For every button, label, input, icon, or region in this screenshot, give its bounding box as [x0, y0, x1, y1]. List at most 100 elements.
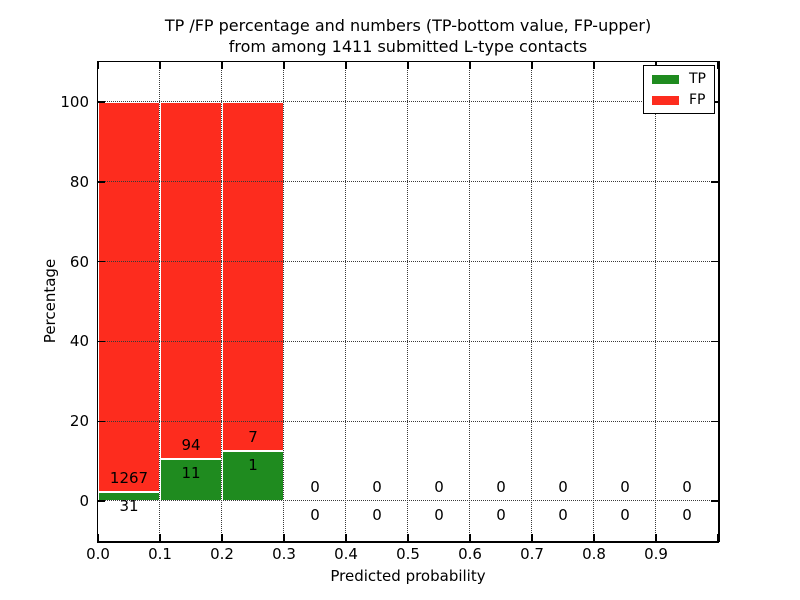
- fp-bar-segment: [160, 101, 222, 460]
- legend-label: TP: [689, 71, 706, 87]
- tp-bar-segment: [160, 459, 222, 502]
- fp-count-label: 0: [558, 478, 568, 497]
- fp-count-label: 0: [372, 478, 382, 497]
- legend-row-fp: FP: [652, 93, 706, 107]
- y-tick-right: [711, 260, 718, 263]
- right-spine: [718, 61, 720, 542]
- left-spine: [96, 61, 98, 542]
- tp-count-label: 0: [310, 506, 320, 525]
- tp-count-label: 1: [248, 456, 258, 475]
- x-tick-top: [345, 62, 347, 69]
- y-tick-label: 80: [69, 172, 89, 191]
- fp-count-label: 0: [434, 478, 444, 497]
- x-tick-label: 0.6: [458, 545, 482, 563]
- fp-count-label: 0: [496, 478, 506, 497]
- y-tick-label: 20: [69, 412, 89, 431]
- legend-row-tp: TP: [652, 72, 706, 86]
- x-tick-bottom: [531, 534, 533, 541]
- legend: TP FP: [643, 65, 715, 114]
- tp-legend-swatch: [652, 74, 679, 84]
- tp-count-label: 0: [434, 506, 444, 525]
- y-tick-label: 0: [79, 492, 89, 511]
- gridline-x-0.7: [531, 62, 533, 541]
- gridline-x-0.6: [469, 62, 471, 541]
- tp-count-label: 11: [181, 464, 201, 483]
- chart-title-line2: from among 1411 submitted L-type contact…: [228, 37, 588, 56]
- tp-count-label: 0: [496, 506, 506, 525]
- y-tick-right: [711, 181, 718, 183]
- y-tick-right: [711, 420, 718, 422]
- y-tick-label: 60: [69, 252, 89, 271]
- y-tick-left: [98, 260, 105, 263]
- top-spine: [97, 60, 719, 62]
- x-axis-label: Predicted probability: [330, 567, 486, 585]
- x-tick-bottom: [407, 534, 409, 541]
- gridline-x-0.5: [407, 62, 409, 541]
- fp-count-label: 0: [310, 478, 320, 497]
- tp-count-label: 31: [119, 496, 139, 515]
- y-tick-label: 100: [60, 92, 89, 111]
- gridline-x-0.4: [345, 62, 347, 541]
- y-axis-label: Percentage: [41, 258, 59, 344]
- fp-count-label: 1267: [109, 468, 149, 487]
- tp-count-label: 0: [682, 506, 692, 525]
- x-tick-label: 0.9: [644, 545, 668, 563]
- x-tick-bottom: [159, 534, 161, 541]
- x-tick-bottom: [655, 534, 657, 541]
- x-tick-bottom: [469, 534, 471, 541]
- tp-count-label: 0: [372, 506, 382, 525]
- x-tick-bottom: [97, 534, 99, 541]
- fp-count-label: 7: [248, 428, 258, 447]
- tp-bar-segment: [222, 451, 284, 502]
- x-tick-label: 0.0: [86, 545, 110, 563]
- plot-area: TP FP 1267 31 94 11 7 1 0 0 0 0 0 0 0 0 0 0 0 0 0 0 0.0 0.1 0.2…: [60, 60, 720, 563]
- bottom-spine: [97, 541, 719, 543]
- y-tick-left: [98, 181, 105, 183]
- fp-bar-segment: [98, 101, 160, 492]
- gridline-x-0.3: [283, 62, 285, 541]
- gridline-x-0.8: [593, 62, 595, 541]
- x-tick-top: [159, 62, 161, 69]
- fp-count-label: 94: [181, 436, 201, 455]
- fp-bar-segment: [222, 101, 284, 452]
- tp-count-label: 0: [620, 506, 630, 525]
- tp-count-label: 0: [558, 506, 568, 525]
- fp-legend-swatch: [652, 95, 679, 105]
- gridline-x-0.2: [221, 62, 223, 541]
- x-tick-bottom: [717, 534, 719, 541]
- chart-title-line1: TP /FP percentage and numbers (TP-bottom…: [164, 16, 652, 35]
- x-tick-top: [469, 62, 471, 69]
- x-tick-bottom: [283, 534, 285, 541]
- y-tick-left: [98, 101, 105, 103]
- x-tick-bottom: [221, 534, 223, 541]
- x-tick-top: [593, 62, 595, 69]
- y-tick-right: [711, 500, 718, 502]
- legend-label: FP: [689, 92, 706, 108]
- x-tick-top: [221, 62, 223, 69]
- y-tick-right: [711, 340, 718, 343]
- fp-count-label: 0: [620, 478, 630, 497]
- fp-count-label: 0: [682, 478, 692, 497]
- x-tick-top: [283, 62, 285, 69]
- chart-title: TP /FP percentage and numbers (TP-bottom…: [98, 15, 718, 57]
- gridline-x-0.1: [159, 62, 161, 541]
- x-tick-label: 0.3: [272, 545, 296, 563]
- x-tick-top: [717, 62, 719, 69]
- x-tick-label: 0.4: [334, 545, 358, 563]
- y-tick-left: [98, 340, 105, 343]
- x-tick-label: 0.1: [148, 545, 172, 563]
- y-tick-label: 40: [69, 332, 89, 351]
- x-tick-bottom: [345, 534, 347, 541]
- y-tick-left: [98, 500, 105, 502]
- x-tick-top: [407, 62, 409, 69]
- x-tick-bottom: [593, 534, 595, 541]
- x-tick-label: 0.5: [396, 545, 420, 563]
- y-tick-left: [98, 420, 105, 422]
- x-tick-label: 0.8: [582, 545, 606, 563]
- x-tick-label: 0.2: [210, 545, 234, 563]
- x-tick-label: 0.7: [520, 545, 544, 563]
- gridline-x-0.9: [655, 62, 657, 541]
- x-tick-top: [531, 62, 533, 69]
- x-tick-top: [97, 62, 99, 69]
